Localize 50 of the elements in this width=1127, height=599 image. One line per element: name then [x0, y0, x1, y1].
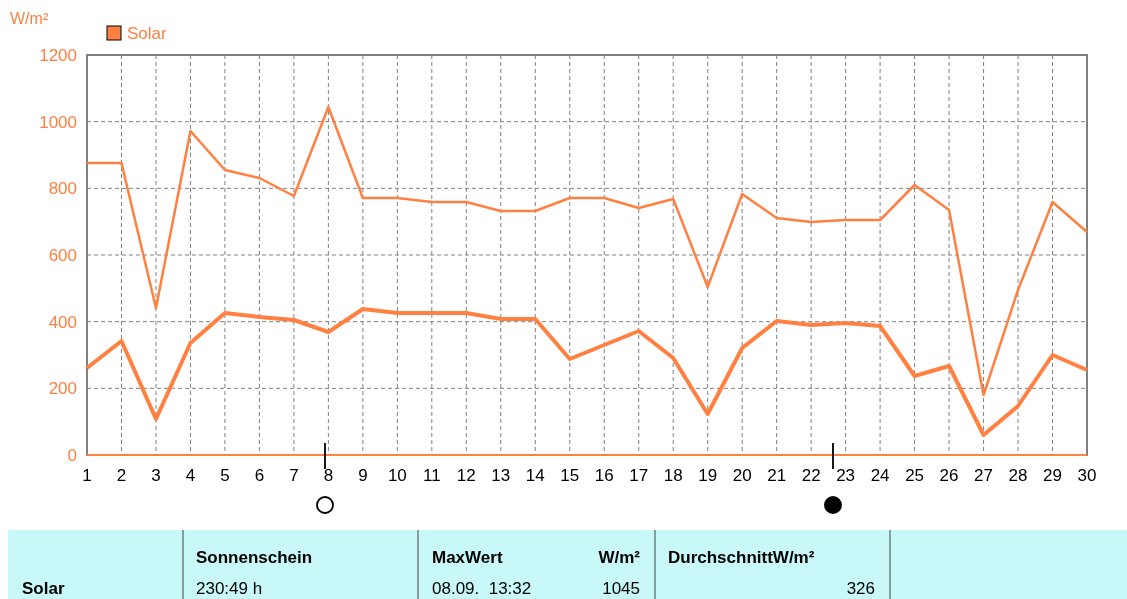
- text: Sonnenschein: [196, 548, 313, 567]
- y-tick-label: 800: [48, 179, 77, 199]
- x-tick-label: 2: [116, 466, 127, 485]
- y-tick-label: 0: [67, 446, 77, 465]
- x-tick-label: 28: [1008, 466, 1028, 485]
- x-tick-label: 19: [698, 466, 718, 485]
- text: 230:49 h: [196, 579, 263, 598]
- text: Solar: [22, 579, 65, 598]
- x-tick-label: 23: [836, 466, 856, 485]
- x-tick-label: 15: [560, 466, 580, 485]
- x-tick-label: 27: [974, 466, 994, 485]
- x-tick-label: 3: [151, 466, 161, 485]
- text: 08.09. 13:32: [432, 579, 532, 598]
- x-tick-label: 30: [1077, 466, 1097, 485]
- x-tick-label: 10: [387, 466, 407, 485]
- x-tick-label: 26: [939, 466, 959, 485]
- x-tick-label: 16: [594, 466, 614, 485]
- x-tick-label: 5: [220, 466, 230, 485]
- x-tick-label: 29: [1043, 466, 1062, 485]
- y-tick-label: 200: [48, 379, 77, 399]
- legend-label: Solar: [127, 24, 168, 43]
- line-series: [85, 307, 1089, 437]
- x-tick-label: 13: [491, 466, 511, 485]
- y-tick-label: 1000: [39, 112, 77, 132]
- x-tick-label: 18: [663, 466, 683, 485]
- x-tick-label: 9: [358, 466, 368, 485]
- x-tick-label: 7: [289, 466, 299, 485]
- x-tick-label: 4: [185, 466, 196, 485]
- text: MaxWert: [432, 548, 503, 567]
- x-tick-label: 20: [732, 466, 752, 485]
- y-tick-label: 1200: [39, 46, 77, 65]
- y-axis-title: W/m²: [10, 10, 49, 27]
- x-tick-label: 22: [801, 466, 821, 485]
- text: DurchschnittW/m²: [668, 548, 815, 567]
- x-tick-label: 8: [323, 466, 334, 485]
- y-tick-label: 400: [48, 312, 77, 332]
- x-tick-label: 14: [525, 466, 545, 485]
- text: 326: [846, 579, 875, 598]
- text: W/m²: [598, 548, 641, 567]
- x-tick-label: 11: [423, 466, 441, 485]
- y-tick-label: 600: [48, 246, 77, 265]
- x-tick-label: 17: [629, 466, 649, 485]
- text: 1045: [602, 579, 640, 598]
- x-tick-label: 21: [767, 466, 787, 485]
- x-tick-label: 25: [905, 466, 925, 485]
- x-tick-label: 1: [82, 466, 92, 485]
- x-tick-label: 6: [254, 466, 265, 485]
- x-tick-label: 12: [456, 466, 476, 485]
- x-tick-label: 24: [870, 466, 890, 485]
- line-series: [85, 105, 1089, 397]
